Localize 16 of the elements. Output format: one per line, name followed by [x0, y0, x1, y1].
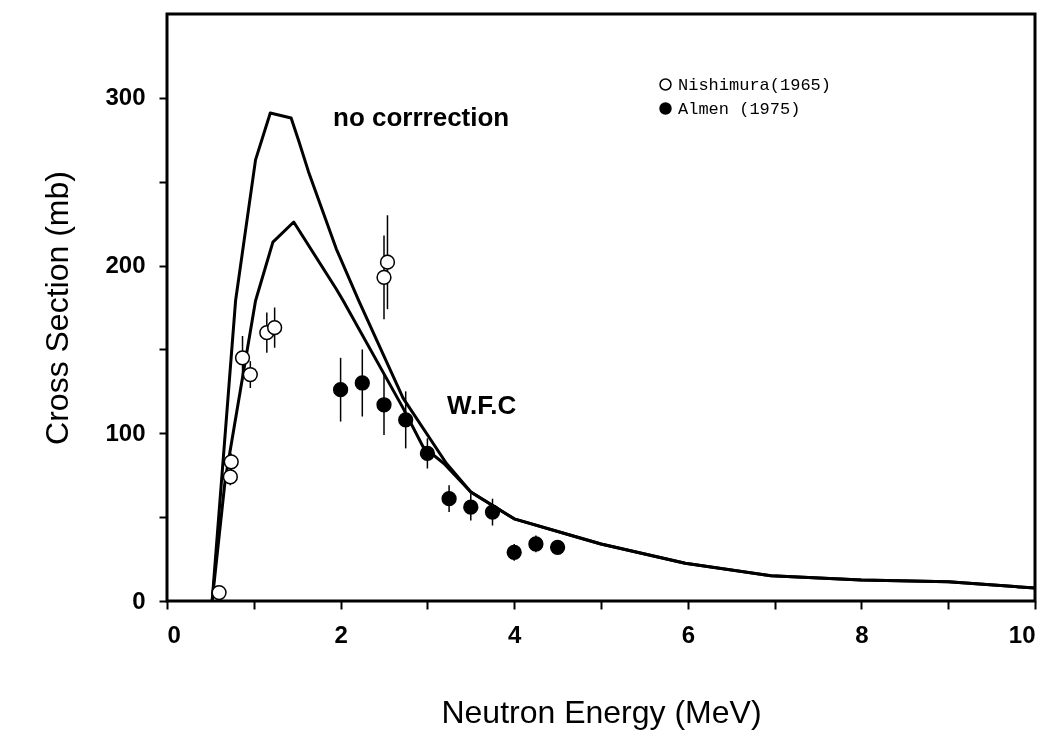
- annotation: W.F.C: [447, 390, 517, 420]
- y-tick-label: 300: [105, 83, 146, 111]
- y-axis-title: Cross Section (mb): [39, 171, 76, 445]
- x-tick-label: 4: [508, 620, 523, 648]
- y-tick-label: 100: [105, 418, 146, 446]
- annotation: no corrrection: [333, 102, 510, 132]
- x-tick-label: 0: [167, 620, 181, 648]
- x-axis-title: Neutron Energy (MeV): [441, 693, 762, 730]
- legend-label: Almen (1975): [678, 99, 801, 119]
- x-tick-label: 10: [1008, 620, 1036, 648]
- y-tick-label: 200: [105, 251, 146, 279]
- x-tick-label: 6: [681, 620, 695, 648]
- x-tick-label: 2: [334, 620, 348, 648]
- y-tick-label: 0: [132, 586, 146, 614]
- x-tick-label: 8: [855, 620, 869, 648]
- legend-label: Nishimura(1965): [678, 75, 832, 95]
